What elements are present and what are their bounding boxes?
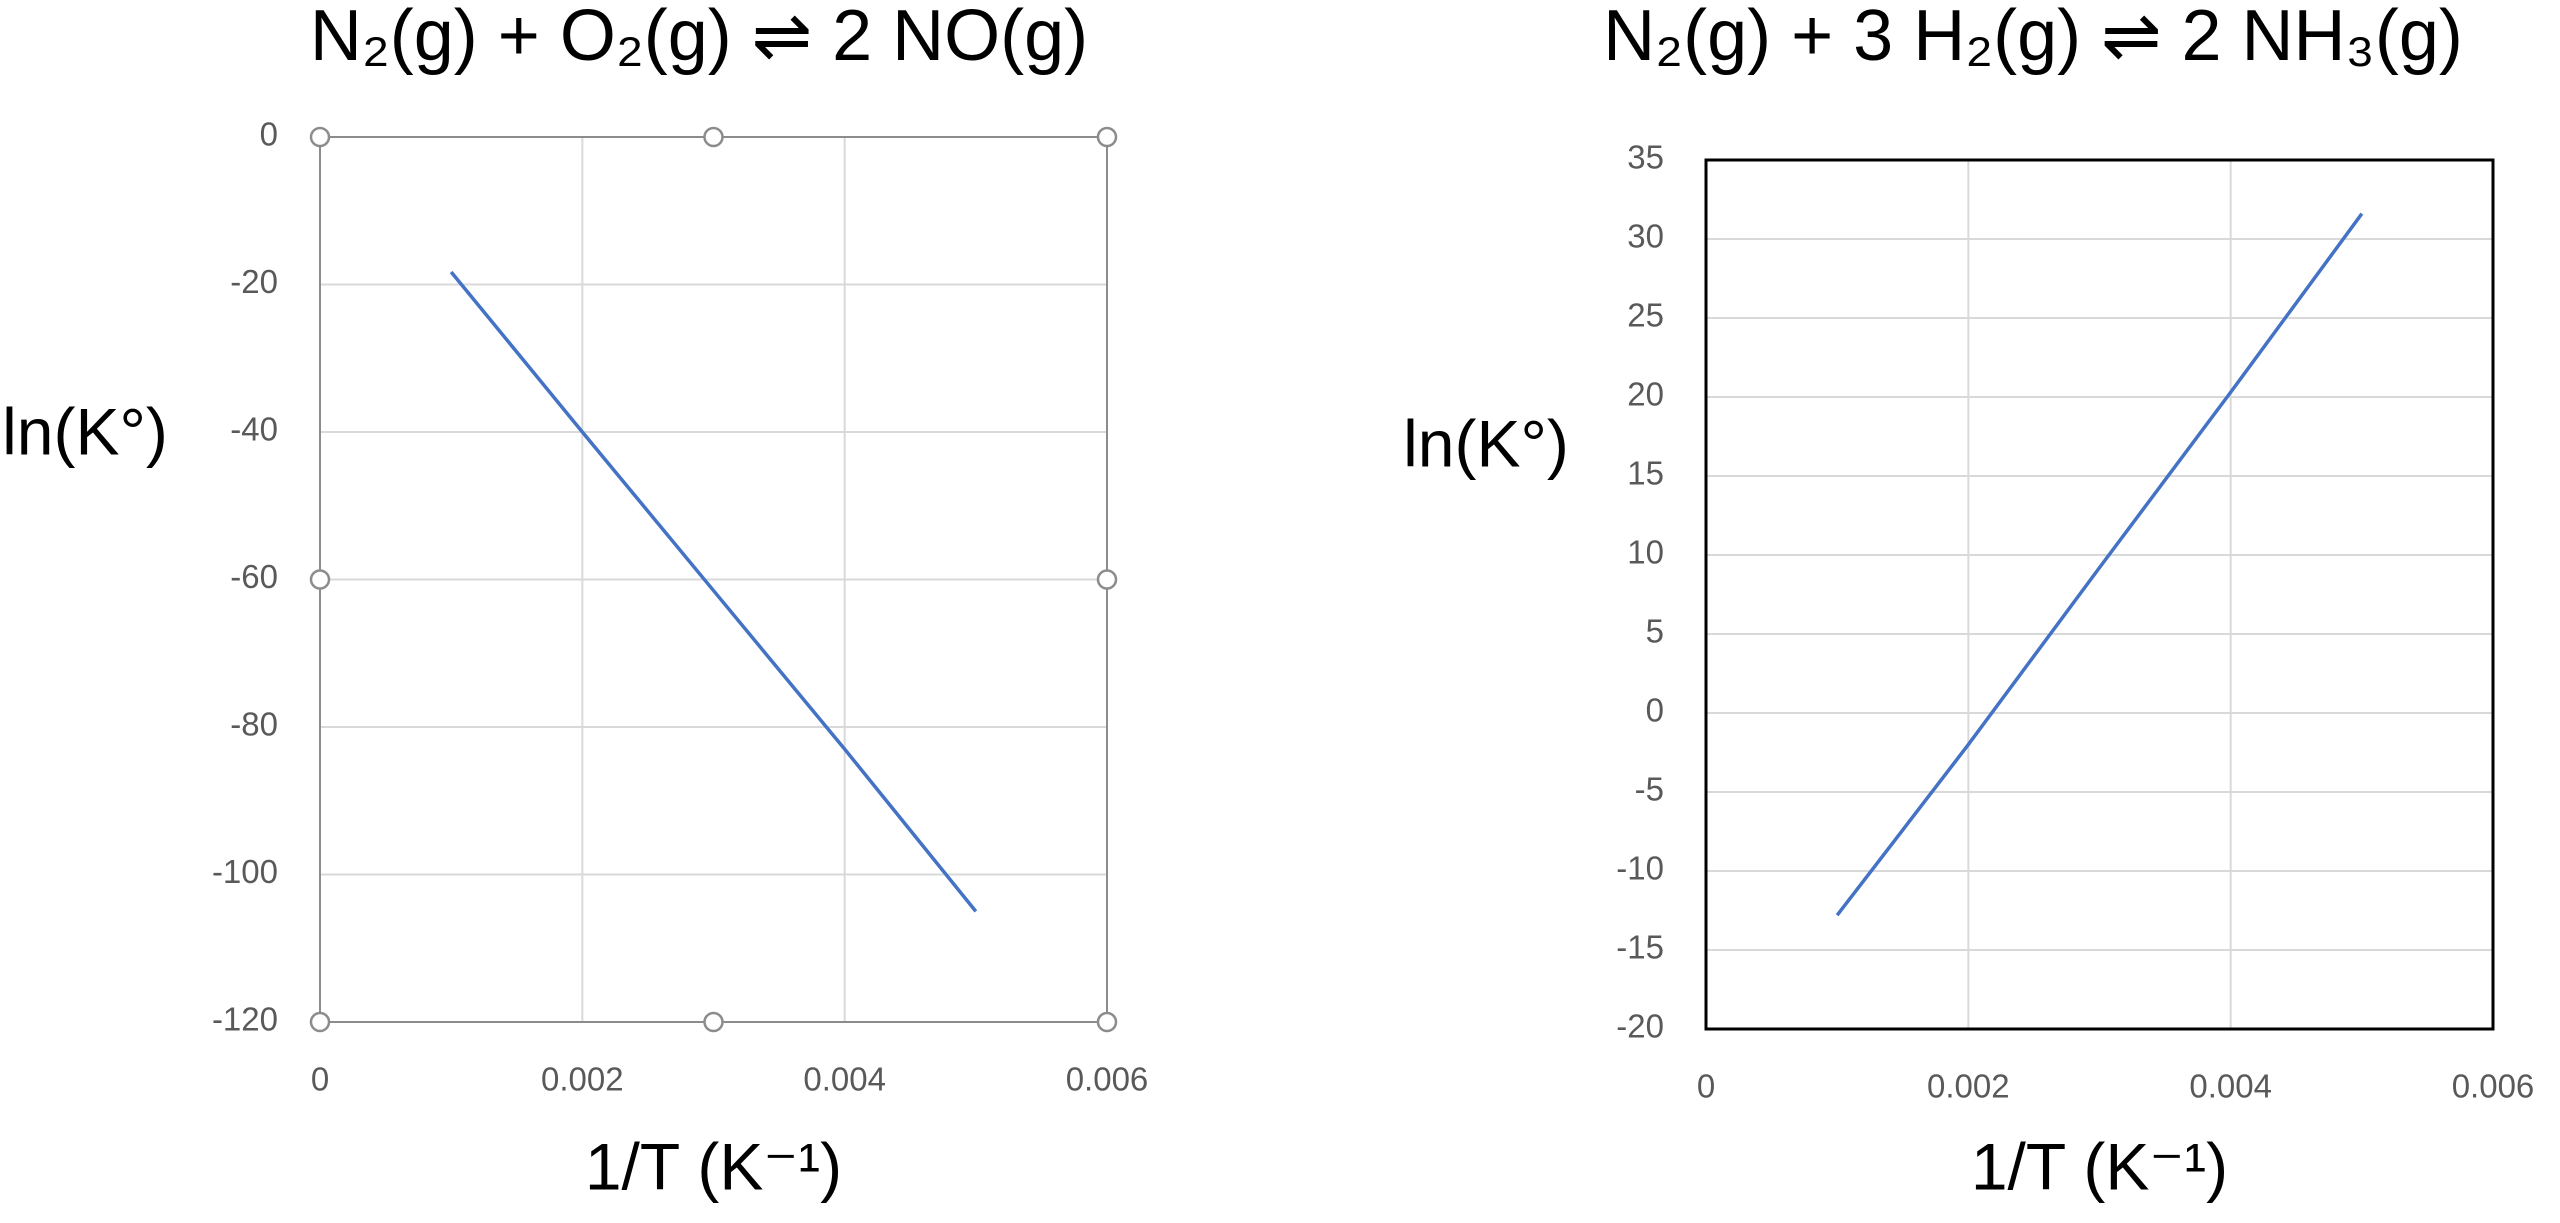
x-tick-label: 0 [311,1061,329,1098]
y-tick-label: 30 [1627,218,1664,255]
x-axis-title: 1/T (K⁻¹) [1971,1129,2228,1203]
y-tick-label: -10 [1616,850,1664,887]
x-tick-label: 0.002 [1927,1068,2010,1105]
y-tick-label: 35 [1627,139,1664,176]
y-tick-label: 5 [1646,613,1664,650]
data-line [449,270,978,913]
selection-handle [1096,569,1118,590]
y-tick-label: -120 [212,1001,278,1038]
x-tick-label: 0.002 [541,1061,624,1098]
selection-handle [309,1011,331,1033]
y-tick-label: -20 [1616,1008,1664,1045]
y-tick-label: 25 [1627,297,1664,334]
y-tick-label: 20 [1627,376,1664,413]
y-tick-label: -60 [230,558,278,595]
y-tick-label: 0 [1646,692,1664,729]
y-tick-label: -100 [212,853,278,890]
chart-title: N₂(g) + O₂(g) ⇌ 2 NO(g) [310,0,1088,76]
y-tick-label: -5 [1635,771,1664,808]
y-axis-title: ln(K°) [1403,406,1569,480]
x-tick-label: 0.006 [1066,1061,1149,1098]
x-tick-label: 0.006 [2452,1068,2535,1105]
chart-title: N₂(g) + 3 H₂(g) ⇌ 2 NH₃(g) [1603,0,2463,76]
y-tick-label: 15 [1627,455,1664,492]
selection-handle [309,126,331,148]
selection-handle [703,1011,724,1033]
y-tick-label: -40 [230,411,278,448]
x-tick-label: 0.004 [2189,1068,2272,1105]
x-tick-label: 0.004 [803,1061,886,1098]
plot-frame [1704,158,2495,1031]
data-line [1835,212,2364,917]
y-tick-label: -15 [1616,929,1664,966]
selection-handle [1096,126,1118,148]
y-tick-label: -80 [230,706,278,743]
x-tick-label: 0 [1697,1068,1715,1105]
y-tick-label: 0 [260,116,278,153]
y-axis-title: ln(K°) [2,394,168,468]
selection-handle [703,126,724,148]
selection-handle [1096,1011,1118,1033]
x-axis-title: 1/T (K⁻¹) [585,1129,842,1203]
selection-handle [309,569,331,590]
y-tick-label: 10 [1627,534,1664,571]
y-tick-label: -20 [230,263,278,300]
